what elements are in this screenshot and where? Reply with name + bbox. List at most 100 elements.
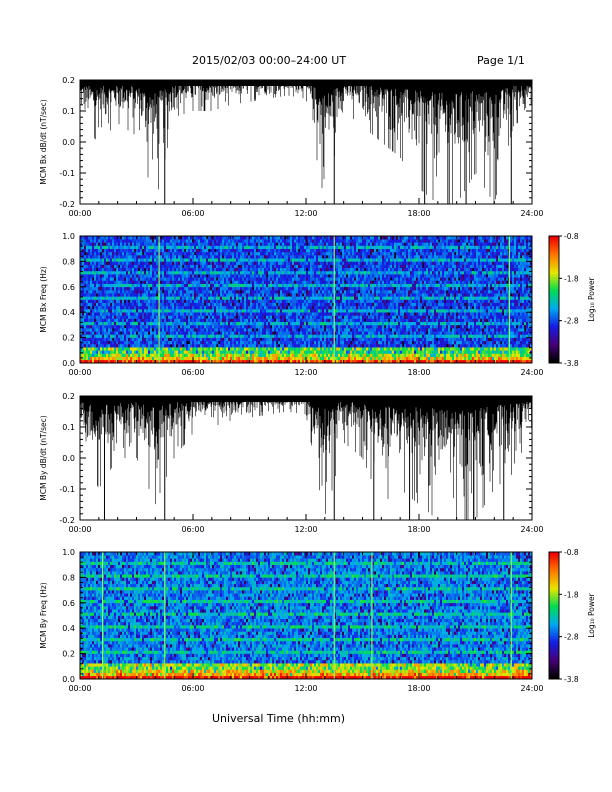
spectrogram-cell [98,334,100,337]
spectrogram-cell [94,334,96,337]
spectrogram-cell [152,334,154,337]
spectrogram-cell [92,344,94,347]
spectrogram-cell [84,357,86,360]
spectrogram-cell [358,353,360,356]
spectrogram-cell [188,344,190,347]
spectrogram-cell [312,341,314,344]
spectrogram-cell [380,357,382,360]
spectrogram-cell [270,338,272,341]
spectrogram-cell [450,341,452,344]
spectrogram-cell [254,347,256,350]
spectrogram-cell [374,350,376,353]
spectrogram-cell [156,338,158,341]
spectrogram-cell [268,341,270,344]
spectrogram-cell [520,341,522,344]
spectrogram-cell [412,353,414,356]
spectrogram-cell [292,350,294,353]
spectrogram-cell [430,341,432,344]
spectrogram-cell [272,341,274,344]
spectrogram-cell [178,347,180,350]
spectrogram-cell [84,344,86,347]
spectrogram-cell [190,334,192,337]
spectrogram-cell [224,350,226,353]
spectrogram-cell [130,353,132,356]
spectrogram-cell [376,338,378,341]
spectrogram-cell [272,357,274,360]
spectrogram-cell [352,347,354,350]
spectrogram-cell [118,338,120,341]
spectrogram-cell [86,338,88,341]
spectrogram-cell [370,341,372,344]
spectrogram-cell [398,353,400,356]
spectrogram-cell [140,344,142,347]
spectrogram-cell [146,344,148,347]
spectrogram-cell [128,344,130,347]
spectrogram-cell [364,350,366,353]
spectrogram-cell [518,341,520,344]
spectrogram-cell [488,357,490,360]
spectrogram-cell [312,344,314,347]
spectrogram-cell [362,353,364,356]
spectrogram-cell [178,341,180,344]
spectrogram-cell [382,347,384,350]
spectrogram-cell [490,338,492,341]
spectrogram-cell [164,357,166,360]
spectrogram-cell [230,338,232,341]
spectrogram-cell [242,357,244,360]
spectrogram-cell [396,341,398,344]
spectrogram-cell [134,347,136,350]
spectrogram-cell [504,353,506,356]
spectrogram-cell [178,334,180,337]
spectrogram-cell [440,341,442,344]
spectrogram-cell [162,334,164,337]
spectrogram-cell [186,344,188,347]
spectrogram-cell [416,350,418,353]
spectrogram-cell [526,344,528,347]
spectrogram-cell [396,357,398,360]
spectrogram-cell [126,357,128,360]
spectrogram-cell [490,353,492,356]
spectrogram-cell [468,344,470,347]
spectrogram-cell [358,341,360,344]
spectrogram-cell [160,338,162,341]
spectrogram-cell [270,350,272,353]
spectrogram-cell [168,338,170,341]
spectrogram-cell [496,344,498,347]
spectrogram-cell [162,344,164,347]
spectrogram-cell [210,357,212,360]
spectrogram-cell [266,350,268,353]
spectrogram-cell [374,344,376,347]
spectrogram-cell [358,347,360,350]
spectrogram-cell [170,341,172,344]
spectrogram-cell [484,347,486,350]
spectrogram-cell [134,353,136,356]
spectrogram-cell [362,357,364,360]
spectrogram-cell [300,350,302,353]
spectrogram-cell [354,347,356,350]
spectrogram-cell [272,353,274,356]
spectrogram-cell [372,341,374,344]
spectrogram-cell [328,338,330,341]
spectrogram-cell [450,357,452,360]
spectrogram-cell [110,344,112,347]
spectrogram-cell [176,338,178,341]
spectrogram-cell [330,334,332,337]
spectrogram-cell [258,350,260,353]
spectrogram-cell [298,334,300,337]
spectrogram-cell [406,344,408,347]
spectrogram-cell [280,347,282,350]
spectrogram-cell [306,334,308,337]
spectrogram-cell [222,353,224,356]
spectrogram-cell [372,350,374,353]
spectrogram-cell [322,347,324,350]
spectrogram-cell [394,338,396,341]
spectrogram-cell [114,334,116,337]
spectrogram-cell [526,353,528,356]
spectrogram-cell [206,334,208,337]
spectrogram-cell [374,334,376,337]
spectrogram-cell [124,334,126,337]
spectrogram-cell [226,347,228,350]
spectrogram-cell [498,350,500,353]
spectrogram-cell [490,357,492,360]
spectrogram-cell [260,350,262,353]
